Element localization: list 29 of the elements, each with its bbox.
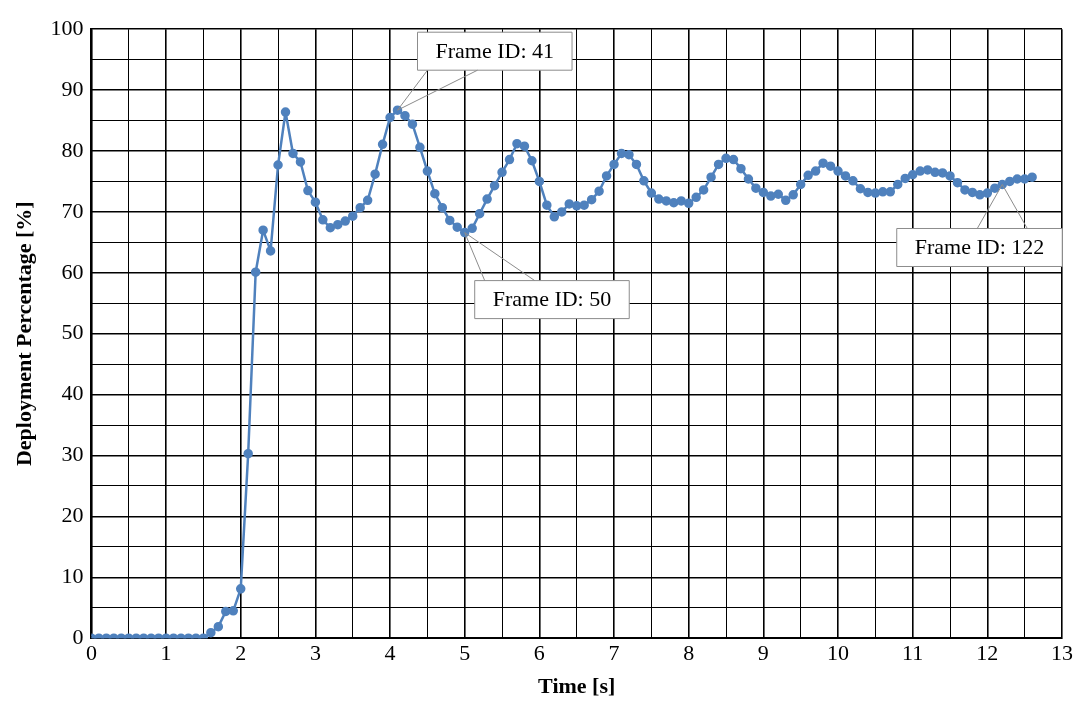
annotation: Frame ID: 122 (914, 234, 1045, 260)
annotation: Frame ID: 41 (435, 37, 555, 63)
x-tick-label: 13 (1051, 640, 1073, 666)
y-axis-title: Deployment Percentage [%] (10, 201, 36, 467)
y-tick-label: 20 (61, 502, 84, 528)
x-tick-label: 2 (235, 640, 247, 666)
y-tick-label: 50 (61, 319, 84, 345)
y-tick-label: 40 (61, 380, 84, 406)
x-tick-label: 5 (459, 640, 471, 666)
x-tick-label: 7 (608, 640, 620, 666)
y-tick-label: 90 (61, 75, 84, 101)
x-tick-label: 9 (757, 640, 769, 666)
x-tick-label: 4 (384, 640, 396, 666)
y-tick-label: 10 (61, 563, 84, 589)
y-tick-label: 60 (61, 258, 84, 284)
y-tick-label: 30 (61, 441, 84, 467)
x-tick-label: 1 (160, 640, 172, 666)
annotation: Frame ID: 50 (492, 286, 612, 312)
x-tick-label: 11 (902, 640, 924, 666)
x-tick-label: 3 (309, 640, 321, 666)
x-tick-label: 6 (533, 640, 545, 666)
x-tick-label: 12 (976, 640, 999, 666)
y-tick-label: 0 (72, 623, 84, 649)
y-tick-label: 70 (61, 197, 84, 223)
x-axis-title: Time [s] (538, 673, 616, 699)
y-tick-label: 100 (50, 14, 84, 40)
y-tick-label: 80 (61, 136, 84, 162)
x-tick-label: 8 (683, 640, 695, 666)
x-tick-label: 10 (827, 640, 850, 666)
